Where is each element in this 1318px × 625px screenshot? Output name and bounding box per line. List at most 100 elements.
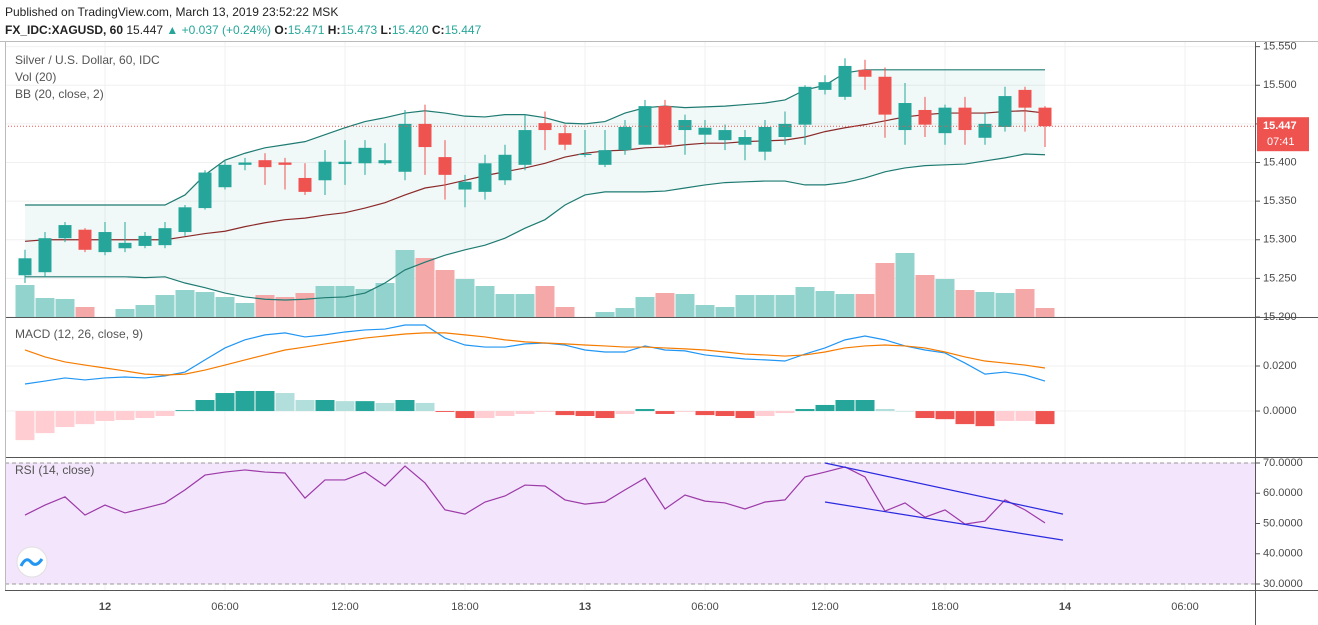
candle-body xyxy=(978,123,992,138)
volume-bar xyxy=(515,294,535,317)
header: Published on TradingView.com, March 13, … xyxy=(5,3,481,39)
histogram-bar xyxy=(495,411,515,416)
histogram-bar xyxy=(75,411,95,425)
volume-bar xyxy=(135,305,155,317)
candle-body xyxy=(378,160,392,164)
histogram-bar xyxy=(155,411,175,416)
histogram-bar xyxy=(615,411,635,414)
volume-bar xyxy=(835,294,855,317)
candle-body xyxy=(158,228,172,246)
x-tick-label: 12 xyxy=(99,601,111,613)
candle-body xyxy=(518,130,532,165)
histogram-bar xyxy=(435,411,455,412)
quote-line: FX_IDC:XAGUSD, 60 15.447 ▲ +0.037 (+0.24… xyxy=(5,21,481,39)
candle-body xyxy=(178,207,192,233)
x-tick-label: 06:00 xyxy=(211,601,239,613)
legend-title: Silver / U.S. Dollar, 60, IDC xyxy=(15,53,160,67)
y-tick-label: 15.400 xyxy=(1263,156,1297,168)
volume-bar xyxy=(935,279,955,317)
candle-body xyxy=(118,242,132,249)
candle-body xyxy=(918,109,932,125)
y-tick-label: 15.500 xyxy=(1263,79,1297,91)
histogram-bar xyxy=(235,390,255,412)
candle-body xyxy=(278,162,292,165)
histogram-bar xyxy=(635,409,655,412)
ohlc-key: C: xyxy=(431,23,445,37)
ohlc-key: H: xyxy=(327,23,341,37)
volume-bar xyxy=(355,289,375,317)
candle-body xyxy=(898,103,912,131)
histogram-bar xyxy=(195,400,215,412)
volume-bar xyxy=(415,258,435,317)
candle-body xyxy=(718,130,732,141)
histogram-bar xyxy=(755,411,775,416)
candle-body xyxy=(318,161,332,181)
histogram-bar xyxy=(715,411,735,416)
ohlc-value: 15.471 xyxy=(287,23,325,37)
candle-body xyxy=(18,258,32,276)
candle-body xyxy=(738,137,752,145)
x-tick-label: 06:00 xyxy=(691,601,719,613)
logo-wave xyxy=(19,558,44,567)
volume-bar xyxy=(155,295,175,317)
candle-body xyxy=(998,96,1012,127)
y-tick-label: 15.200 xyxy=(1263,311,1297,323)
volume-bar xyxy=(495,294,515,317)
histogram-bar xyxy=(795,409,815,412)
candle-body xyxy=(138,235,152,246)
series-line xyxy=(25,153,1046,301)
histogram-bar xyxy=(535,411,555,412)
candle-body xyxy=(258,160,272,168)
histogram-bar xyxy=(815,404,835,412)
volume-bar xyxy=(555,307,575,317)
histogram-bar xyxy=(315,400,335,412)
candle-body xyxy=(238,162,252,165)
legend-macd: MACD (12, 26, close, 9) xyxy=(15,327,143,341)
ohlc-value: 15.473 xyxy=(340,23,378,37)
candle-body xyxy=(638,106,652,145)
histogram-bar xyxy=(975,411,995,427)
label-layer: 12 06:00 12:00 18:00 13 06:00 12:00 18:00 14 06:0… xyxy=(99,41,1309,613)
series-line xyxy=(24,465,1046,525)
volume-bar xyxy=(115,309,135,317)
legend-volume: Vol (20) xyxy=(15,70,56,84)
candle-body xyxy=(798,86,812,125)
volume-bar xyxy=(975,292,995,317)
candle-body xyxy=(778,123,792,138)
x-tick-label: 13 xyxy=(579,601,591,613)
volume-bar xyxy=(315,286,335,317)
logo xyxy=(16,546,48,578)
histogram-bar xyxy=(375,402,395,412)
histogram-bar xyxy=(595,411,615,419)
volume-bar xyxy=(815,291,835,317)
candle-body xyxy=(1018,89,1032,108)
histogram-bar xyxy=(935,411,955,420)
histogram-bar xyxy=(775,411,795,414)
candle-body xyxy=(78,229,92,250)
y-tick-label: 15.300 xyxy=(1263,234,1297,246)
x-tick-label: 12:00 xyxy=(331,601,359,613)
histogram-bar xyxy=(855,400,875,412)
series-line xyxy=(24,332,1046,376)
publisher: Published on TradingView.com, March 13, … xyxy=(5,5,339,19)
trend-line xyxy=(824,501,1064,541)
volume-bar xyxy=(775,295,795,317)
volume-bar xyxy=(375,283,395,317)
volume-bar xyxy=(35,298,55,317)
candle-body xyxy=(418,123,432,148)
x-tick-label: 06:00 xyxy=(1171,601,1199,613)
candle-body xyxy=(1038,107,1052,127)
x-tick-label: 18:00 xyxy=(931,601,959,613)
ohlc-key: L: xyxy=(380,23,392,37)
candle-body xyxy=(58,225,72,239)
volume-bar xyxy=(1015,289,1035,317)
volume-bar xyxy=(295,293,315,317)
histogram-bar xyxy=(55,411,75,428)
histogram-bar xyxy=(955,411,975,425)
volume-bar xyxy=(395,250,415,317)
volume-bar xyxy=(855,294,875,317)
ohlc-value: 15.420 xyxy=(391,23,429,37)
histogram-bar xyxy=(335,401,355,412)
